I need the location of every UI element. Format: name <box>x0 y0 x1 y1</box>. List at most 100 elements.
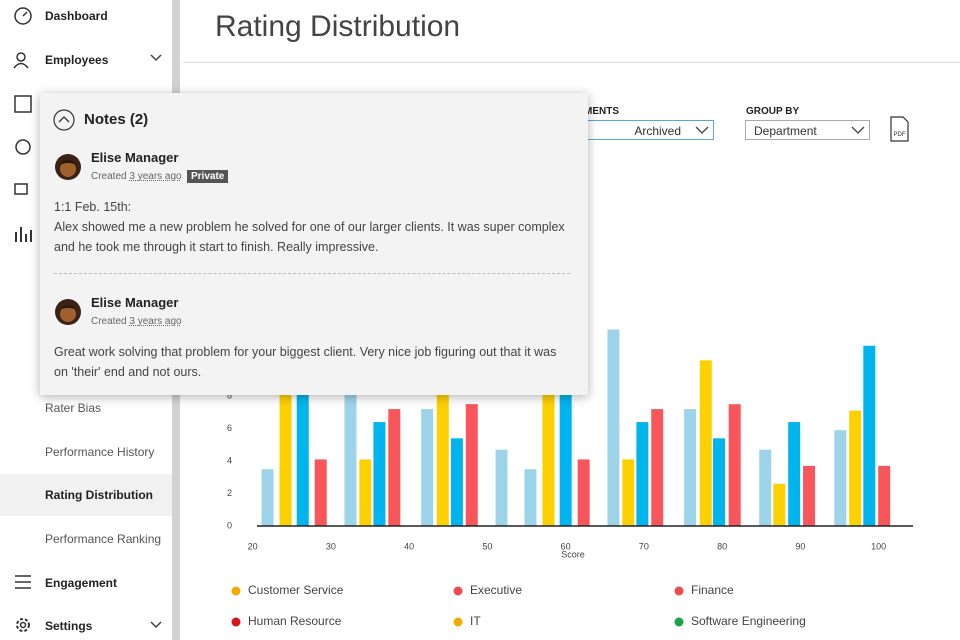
bar <box>699 360 712 526</box>
chevron <box>695 126 709 134</box>
bar <box>314 459 327 526</box>
filter-value: Archived <box>634 124 681 138</box>
bar <box>803 465 816 526</box>
pdf-button[interactable]: PDF <box>888 116 910 142</box>
note-created: Created 3 years ago <box>91 316 182 327</box>
bar <box>759 449 772 526</box>
x-tick-label: 100 <box>871 541 886 551</box>
bar <box>651 409 664 526</box>
chevron <box>150 621 162 629</box>
legend-label: Software Engineering <box>691 614 806 628</box>
y-tick-label: 6 <box>227 423 232 433</box>
chevron <box>851 126 865 134</box>
legend-swatch <box>674 586 684 596</box>
bar <box>279 379 292 526</box>
note-text: Alex showed me a new problem he solved f… <box>54 220 565 234</box>
bar <box>849 410 862 526</box>
created-time: 3 years ago <box>129 316 182 327</box>
bar <box>436 387 449 526</box>
legend-swatch <box>231 586 241 596</box>
note-created: Created 3 years ago <box>91 171 182 182</box>
note-author: Elise Manager <box>91 150 179 165</box>
pdf-label: PDF <box>894 132 906 138</box>
nav-item[interactable]: Employees <box>45 53 109 67</box>
bar <box>863 345 876 526</box>
x-tick-label: 40 <box>404 541 414 551</box>
nav-item[interactable]: Performance History <box>45 445 155 459</box>
icon <box>15 227 32 242</box>
note-text: and he took me through it start to finis… <box>54 240 379 254</box>
bar <box>296 379 309 526</box>
group-by-select[interactable]: Department <box>745 120 870 140</box>
bar <box>421 409 434 526</box>
bar <box>495 449 508 526</box>
nav-item[interactable]: Performance Ranking <box>45 532 162 546</box>
bar <box>261 469 274 526</box>
x-axis-label: Score <box>561 549 585 559</box>
bar <box>878 465 891 526</box>
note-author: Elise Manager <box>91 295 179 310</box>
note-text: 1:1 Feb. 15th: <box>54 200 132 214</box>
bar <box>450 438 463 526</box>
legend-swatch <box>674 617 684 627</box>
separator <box>54 273 570 274</box>
dashboard-icon <box>14 7 32 25</box>
y-tick-label: 0 <box>227 520 232 530</box>
x-tick-label: 50 <box>482 541 492 551</box>
legend-swatch <box>453 617 463 627</box>
created-time: 3 years ago <box>129 171 182 182</box>
active-item-bg <box>0 474 172 516</box>
note-text: Great work solving that problem for your… <box>54 345 557 359</box>
created-label: Created <box>91 316 127 327</box>
nav-item[interactable]: Engagement <box>45 576 118 590</box>
engagement-icon <box>15 575 31 589</box>
bar <box>542 379 555 526</box>
bar <box>559 379 572 526</box>
group-by-label: GROUP BY <box>746 106 800 117</box>
nav-item[interactable]: Dashboard <box>45 9 108 23</box>
bar <box>713 438 726 526</box>
bar <box>465 404 478 526</box>
chevron <box>150 54 162 62</box>
legend-label: Customer Service <box>248 583 344 597</box>
collapse-button[interactable] <box>53 109 75 131</box>
bar <box>636 422 649 526</box>
notes-popup: Notes (2) Elise Manager Created 3 years … <box>40 93 588 395</box>
private-badge: Private <box>187 170 229 183</box>
legend-swatch <box>231 617 241 627</box>
notes-title: Notes (2) <box>84 111 149 128</box>
legend-swatch <box>453 586 463 596</box>
legend-label: IT <box>470 614 481 628</box>
x-tick-label: 80 <box>717 541 727 551</box>
nav-item[interactable]: Rating Distribution <box>45 488 153 502</box>
nav-item[interactable]: Settings <box>45 619 93 633</box>
y-tick-label: 8 <box>227 390 232 400</box>
bar <box>773 483 786 526</box>
bar <box>622 459 635 526</box>
y-tick-label: 4 <box>227 455 232 465</box>
bar <box>728 404 741 526</box>
x-tick-label: 20 <box>248 541 258 551</box>
bar <box>788 422 801 526</box>
divider <box>183 62 960 63</box>
bar <box>834 430 847 526</box>
settings-icon <box>16 618 30 632</box>
employees-icon <box>13 52 29 69</box>
bar <box>344 387 357 526</box>
avatar <box>55 154 81 180</box>
x-tick-label: 60 <box>561 541 571 551</box>
note-text: on 'their' end and not ours. <box>54 365 202 379</box>
nav-item[interactable]: Rater Bias <box>45 401 102 415</box>
bar <box>388 409 401 526</box>
icon <box>14 183 28 195</box>
bar <box>373 422 386 526</box>
legend-label: Finance <box>691 583 734 597</box>
legend-label: Executive <box>470 583 522 597</box>
x-tick-label: 70 <box>639 541 649 551</box>
y-tick-label: 2 <box>227 488 232 498</box>
bar <box>684 409 697 526</box>
bar <box>524 469 537 526</box>
legend-label: Human Resource <box>248 614 342 628</box>
